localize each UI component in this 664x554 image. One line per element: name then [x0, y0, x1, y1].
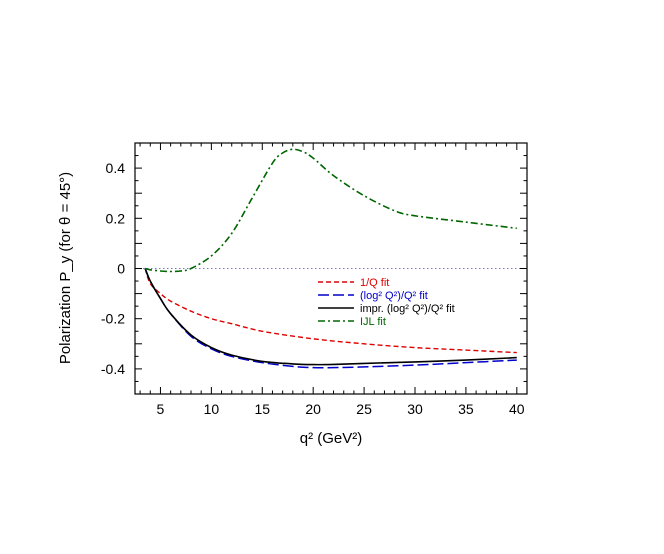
x-tick-label: 5	[157, 401, 165, 417]
legend-label-2: (log² Q²)/Q² fit	[360, 290, 428, 302]
y-tick-label: -0.2	[101, 311, 125, 327]
series-line-4	[144, 148, 517, 273]
series-line-1	[144, 268, 517, 354]
y-tick-label: 0.2	[106, 210, 126, 226]
y-tick-label: 0	[117, 261, 125, 277]
ticks-layer: 5 10 15 20 25 30 35 40 0.4 0.2 0 -0.2 -0.4	[101, 142, 527, 417]
series-layer	[144, 148, 517, 369]
x-tick-label: 35	[458, 401, 474, 417]
legend-label-3: impr. (log² Q²)/Q² fit	[360, 303, 455, 315]
x-tick-label: 30	[407, 401, 423, 417]
x-tick-label: 25	[356, 401, 372, 417]
y-tick-label: 0.4	[106, 160, 126, 176]
y-tick-label: -0.4	[101, 361, 125, 377]
series-line-2	[144, 268, 517, 369]
x-tick-label: 10	[204, 401, 220, 417]
legend-label-4: IJL fit	[360, 316, 386, 328]
x-tick-label: 15	[254, 401, 270, 417]
y-axis-label: Polarization P_y (for θ = 45°)	[57, 172, 74, 364]
x-tick-label: 40	[509, 401, 525, 417]
x-axis-label: q² (GeV²)	[300, 430, 363, 447]
series-line-3	[144, 268, 517, 366]
x-tick-label: 20	[305, 401, 321, 417]
legend-label-1: 1/Q fit	[360, 277, 389, 289]
